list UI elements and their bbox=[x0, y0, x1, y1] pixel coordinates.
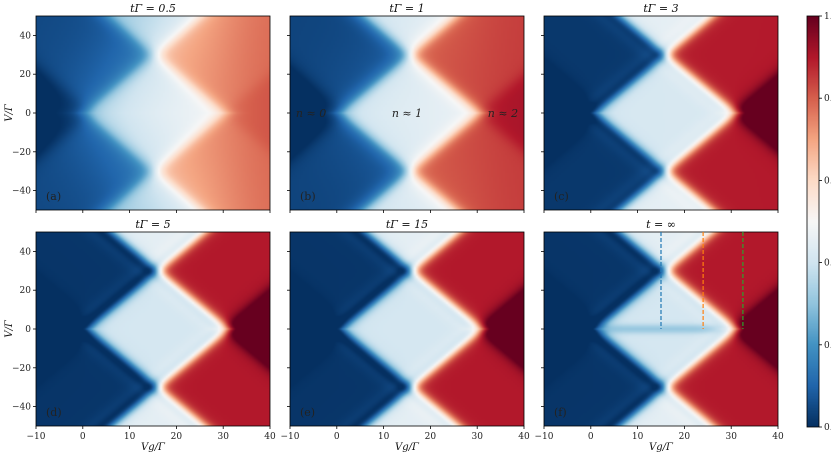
heatmap-image bbox=[36, 232, 270, 426]
colorbar-tick-label: 0.4 bbox=[824, 259, 831, 269]
heatmap-image bbox=[544, 16, 778, 210]
y-tick-label: 40 bbox=[20, 247, 32, 257]
annotation: n ≈ 0 bbox=[296, 107, 326, 120]
colorbar-frame bbox=[806, 15, 820, 428]
colorbar-tick-label: 0.6 bbox=[824, 176, 831, 186]
x-tick-label: 30 bbox=[471, 432, 483, 442]
colorbar-tick-label: 0.8 bbox=[824, 94, 831, 104]
x-tick-label: 0 bbox=[334, 432, 340, 442]
y-axis-label: V/Γ bbox=[4, 103, 15, 122]
annotation: n ≈ 1 bbox=[392, 107, 422, 120]
colorbar-tick-label: 0.0 bbox=[824, 423, 831, 433]
x-tick-label: −10 bbox=[281, 432, 300, 442]
panel-title: tΓ = 15 bbox=[386, 218, 428, 231]
panel-label: (e) bbox=[300, 406, 315, 419]
panel-label: (a) bbox=[46, 190, 61, 203]
y-tick-label: −40 bbox=[12, 187, 31, 197]
x-axis-label: Vg/Γ bbox=[141, 442, 166, 453]
panel-title: tΓ = 0.5 bbox=[130, 2, 176, 15]
x-axis-label: Vg/Γ bbox=[649, 442, 674, 453]
x-tick-label: 0 bbox=[80, 432, 86, 442]
x-tick-label: 40 bbox=[772, 432, 784, 442]
x-tick-label: 20 bbox=[679, 432, 691, 442]
panel-b: tΓ = 1 (b) n ≈ 0 n ≈ 1 n ≈ 2 bbox=[287, 2, 525, 213]
x-tick-label: 40 bbox=[264, 432, 276, 442]
y-tick-label: −40 bbox=[12, 403, 31, 413]
panel-title: tΓ = 3 bbox=[643, 2, 678, 15]
panel-e: −10 0 10 20 30 40 tΓ = 15 (e) Vg/Γ bbox=[281, 218, 530, 453]
y-tick-label: 20 bbox=[20, 286, 32, 296]
panel-title: tΓ = 5 bbox=[135, 218, 170, 231]
colorbar-tick-label: 1.0 bbox=[824, 12, 831, 22]
x-tick-label: 20 bbox=[425, 432, 437, 442]
y-tick-label: 0 bbox=[25, 325, 31, 335]
panel-label: (b) bbox=[300, 190, 316, 203]
y-tick-label: 20 bbox=[20, 70, 32, 80]
panel-title: t = ∞ bbox=[646, 218, 676, 231]
colorbar-gradient bbox=[807, 16, 819, 427]
x-tick-label: 10 bbox=[378, 432, 390, 442]
panels: −40 −20 0 20 40 tΓ = 0.5 (a) V/Γ tΓ = 1 (b) n ≈ 0 n… bbox=[4, 2, 784, 453]
x-tick-label: −10 bbox=[535, 432, 554, 442]
heatmap-image bbox=[290, 16, 524, 210]
panel-label: (f) bbox=[554, 406, 567, 419]
heatmap-image bbox=[290, 232, 524, 426]
y-tick-label: 0 bbox=[25, 109, 31, 119]
x-tick-label: 40 bbox=[518, 432, 530, 442]
y-tick-label: 40 bbox=[20, 31, 32, 41]
x-tick-label: 30 bbox=[217, 432, 229, 442]
panel-a: −40 −20 0 20 40 tΓ = 0.5 (a) V/Γ bbox=[4, 2, 271, 213]
colorbar: 0.0 0.2 0.4 0.6 0.8 1.0 bbox=[806, 12, 831, 433]
x-axis-label: Vg/Γ bbox=[395, 442, 420, 453]
panel-d: −10 0 10 20 30 40 −40 −20 0 20 40 tΓ = 5 (d) V/Γ Vg/Γ bbox=[4, 218, 276, 453]
panel-label: (c) bbox=[554, 190, 569, 203]
panel-label: (d) bbox=[46, 406, 62, 419]
x-tick-label: 20 bbox=[171, 432, 183, 442]
colorbar-tick-label: 0.2 bbox=[824, 341, 831, 351]
x-tick-label: 0 bbox=[588, 432, 594, 442]
panel-f: −10 0 10 20 30 40 t = ∞ (f) Vg/Γ bbox=[535, 218, 784, 453]
annotation: n ≈ 2 bbox=[488, 107, 518, 120]
panel-c: tΓ = 3 (c) bbox=[541, 2, 779, 213]
panel-title: tΓ = 1 bbox=[389, 2, 424, 15]
x-tick-label: 30 bbox=[725, 432, 737, 442]
x-tick-label: 10 bbox=[632, 432, 644, 442]
y-tick-label: −20 bbox=[12, 364, 31, 374]
x-tick-label: −10 bbox=[27, 432, 46, 442]
y-tick-label: −20 bbox=[12, 148, 31, 158]
x-tick-label: 10 bbox=[124, 432, 136, 442]
y-axis-label: V/Γ bbox=[4, 319, 15, 338]
heatmap-image bbox=[36, 16, 270, 210]
